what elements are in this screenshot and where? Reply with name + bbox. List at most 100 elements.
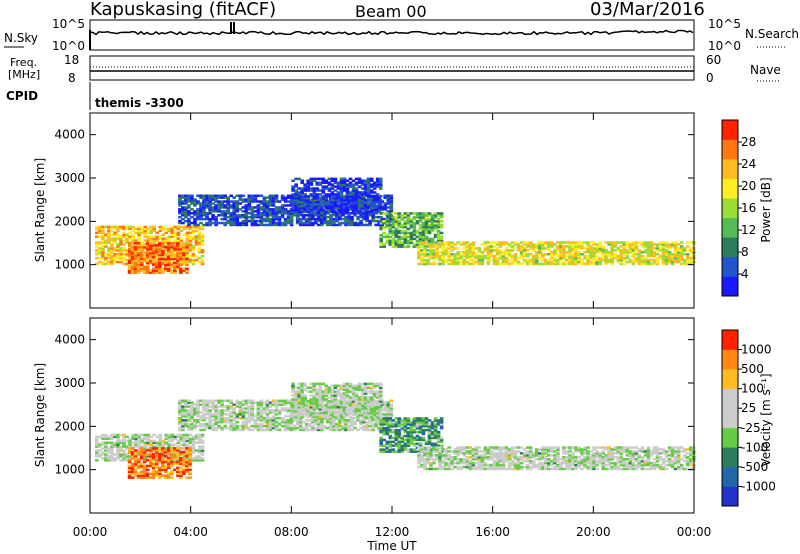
data-cell xyxy=(330,177,335,181)
data-cell xyxy=(339,413,344,417)
data-cell xyxy=(568,254,572,258)
data-cell xyxy=(133,261,138,265)
data-cell xyxy=(226,196,230,199)
data-cell xyxy=(412,223,417,227)
data-cell xyxy=(507,251,512,254)
data-cell xyxy=(122,235,126,238)
data-cell xyxy=(386,407,391,410)
data-cell xyxy=(259,200,264,203)
data-cell xyxy=(338,223,342,227)
data-cell xyxy=(119,447,123,450)
data-cell xyxy=(516,245,521,248)
data-cell xyxy=(110,243,114,246)
data-cell xyxy=(673,251,678,254)
data-cell xyxy=(301,217,306,221)
data-cell xyxy=(244,210,249,213)
data-cell xyxy=(151,251,156,255)
data-cell xyxy=(262,200,267,203)
data-cell xyxy=(182,439,187,443)
data-cell xyxy=(200,227,205,231)
data-cell xyxy=(190,422,194,426)
data-cell xyxy=(471,251,476,254)
data-cell xyxy=(601,256,605,260)
data-cell xyxy=(268,221,273,225)
data-cell xyxy=(383,415,387,418)
data-cell xyxy=(418,225,423,229)
data-cell xyxy=(142,267,147,270)
data-cell xyxy=(309,204,314,208)
data-cell xyxy=(403,225,408,229)
data-cell xyxy=(652,253,657,256)
data-cell xyxy=(300,400,304,403)
data-cell xyxy=(280,221,285,225)
data-cell xyxy=(360,404,365,407)
data-cell xyxy=(181,419,185,422)
colorbar-swatch xyxy=(722,159,738,179)
data-cell xyxy=(197,445,202,448)
data-cell xyxy=(179,253,183,257)
data-cell xyxy=(589,241,593,244)
power-colorbar-frame xyxy=(721,119,739,297)
data-cell xyxy=(95,443,99,446)
data-cell xyxy=(389,411,394,414)
data-cell xyxy=(504,243,509,246)
data-cell xyxy=(318,202,323,206)
data-cell xyxy=(372,187,377,190)
data-cell xyxy=(262,198,267,201)
data-cell xyxy=(187,415,191,418)
data-cell xyxy=(179,435,184,439)
data-cell xyxy=(318,177,323,181)
data-cell xyxy=(391,239,396,242)
data-cell xyxy=(335,424,339,428)
data-cell xyxy=(274,403,279,406)
data-cell xyxy=(339,195,344,198)
data-cell xyxy=(565,241,569,244)
data-cell xyxy=(142,244,147,247)
data-cell xyxy=(363,390,368,393)
data-cell xyxy=(386,194,391,197)
data-cell xyxy=(98,225,102,229)
data-cell xyxy=(420,258,424,262)
data-cell xyxy=(345,386,350,389)
data-cell xyxy=(268,420,273,424)
data-cell xyxy=(430,220,435,223)
data-cell xyxy=(232,217,236,221)
data-cell xyxy=(101,441,105,444)
data-cell xyxy=(176,227,181,231)
data-cell xyxy=(205,417,209,420)
data-cell xyxy=(531,254,536,258)
data-cell xyxy=(170,460,174,464)
data-cell xyxy=(185,447,189,450)
data-cell xyxy=(338,424,342,428)
data-cell xyxy=(359,426,363,430)
colorbar-tick-label: 12 xyxy=(741,223,756,237)
data-cell xyxy=(634,247,639,250)
data-cell xyxy=(486,241,491,244)
data-cell xyxy=(339,411,344,415)
data-cell xyxy=(259,202,264,205)
data-cell xyxy=(250,215,255,219)
data-cell xyxy=(176,233,181,236)
data-cell xyxy=(148,476,153,479)
data-cell xyxy=(424,218,429,221)
data-cell xyxy=(306,179,310,182)
y-tick-label: 1000 xyxy=(54,258,85,272)
data-cell xyxy=(291,208,295,212)
data-cell xyxy=(495,241,500,244)
data-cell xyxy=(685,258,690,262)
data-cell xyxy=(350,217,354,221)
data-cell xyxy=(196,223,200,227)
data-cell xyxy=(277,399,282,402)
data-cell xyxy=(661,258,666,262)
data-cell xyxy=(471,243,476,246)
data-cell xyxy=(289,223,294,227)
data-cell xyxy=(344,428,348,432)
data-cell xyxy=(116,225,120,229)
data-cell xyxy=(534,260,539,264)
data-cell xyxy=(444,251,448,254)
data-cell xyxy=(128,235,132,238)
data-cell xyxy=(214,405,218,408)
data-cell xyxy=(190,420,194,424)
data-cell xyxy=(418,216,423,219)
data-cell xyxy=(544,253,548,256)
